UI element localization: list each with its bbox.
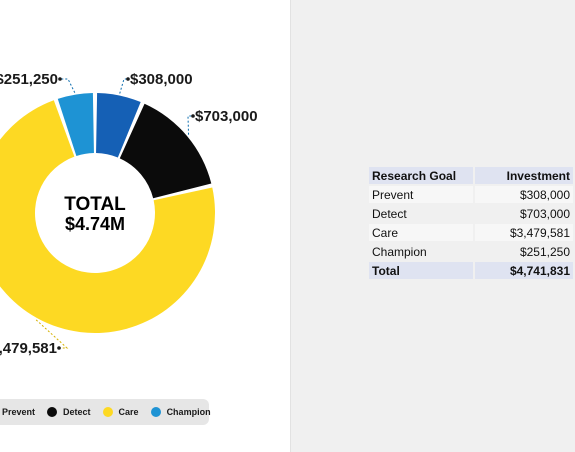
leader-dot-care	[57, 346, 61, 350]
legend-swatch-care	[102, 407, 113, 417]
leader-dot-prevent	[126, 77, 130, 81]
cell-goal: Detect	[369, 205, 473, 222]
center-value: $4.74M	[65, 214, 125, 234]
header-investment: Investment	[474, 167, 573, 184]
donut-slice-detect	[119, 103, 212, 199]
investment-table: Research Goal Investment Prevent $308,00…	[367, 165, 575, 281]
center-title: TOTAL	[64, 194, 126, 215]
table-header-row: Research Goal Investment	[369, 167, 573, 184]
header-research-goal: Research Goal	[369, 167, 473, 184]
data-label-champion: $251,250	[0, 71, 58, 88]
data-label-detect: $703,000	[195, 108, 258, 125]
table-total-row: Total $4,741,831	[369, 262, 573, 279]
legend-item-prevent: Prevent	[0, 407, 35, 417]
table-row: Prevent $308,000	[369, 186, 573, 203]
cell-goal: Care	[369, 224, 473, 241]
leader-dot-champion	[58, 77, 62, 81]
leader-line-detect	[187, 115, 194, 135]
legend-label-detect: Detect	[63, 407, 91, 417]
leader-line-care	[35, 319, 69, 349]
cell-amount: $703,000	[474, 205, 573, 222]
donut-slice-care	[0, 100, 215, 333]
legend-label-champion: Champion	[166, 407, 211, 417]
cell-goal: Champion	[369, 243, 473, 260]
chart-legend: Prevent Detect Care Champion	[0, 399, 211, 425]
panel-divider	[290, 0, 291, 452]
leader-dot-detect	[191, 114, 195, 118]
table-row: Care $3,479,581	[369, 224, 573, 241]
cell-total-label: Total	[369, 262, 473, 279]
cell-amount: $308,000	[474, 186, 573, 203]
legend-label-care: Care	[118, 407, 139, 417]
data-label-care: $3,479,581	[0, 340, 57, 357]
table-row: Champion $251,250	[369, 243, 573, 260]
data-label-prevent: $308,000	[130, 71, 193, 88]
donut-slice-prevent	[96, 93, 141, 158]
table-row: Detect $703,000	[369, 205, 573, 222]
cell-amount: $251,250	[474, 243, 573, 260]
cell-amount: $3,479,581	[474, 224, 573, 241]
donut-slice-champion	[57, 93, 94, 156]
legend-swatch-champion	[150, 407, 161, 417]
legend-item-detect: Detect	[47, 407, 91, 417]
legend-item-care: Care	[102, 407, 139, 417]
cell-total-amount: $4,741,831	[474, 262, 573, 279]
cell-goal: Prevent	[369, 186, 473, 203]
legend-label-prevent: Prevent	[2, 407, 36, 417]
table-panel: Research Goal Investment Prevent $308,00…	[291, 0, 575, 452]
legend-swatch-detect	[47, 407, 58, 417]
chart-panel: $308,000 $703,000 $3,479,581 $251,250 TOTAL…	[0, 71, 258, 425]
leader-line-champion	[59, 78, 76, 93]
leader-line-prevent	[119, 78, 129, 94]
donut-chart: $308,000 $703,000 $3,479,581 $251,250 TOTAL…	[0, 71, 258, 357]
legend-item-champion: Champion	[150, 407, 211, 417]
